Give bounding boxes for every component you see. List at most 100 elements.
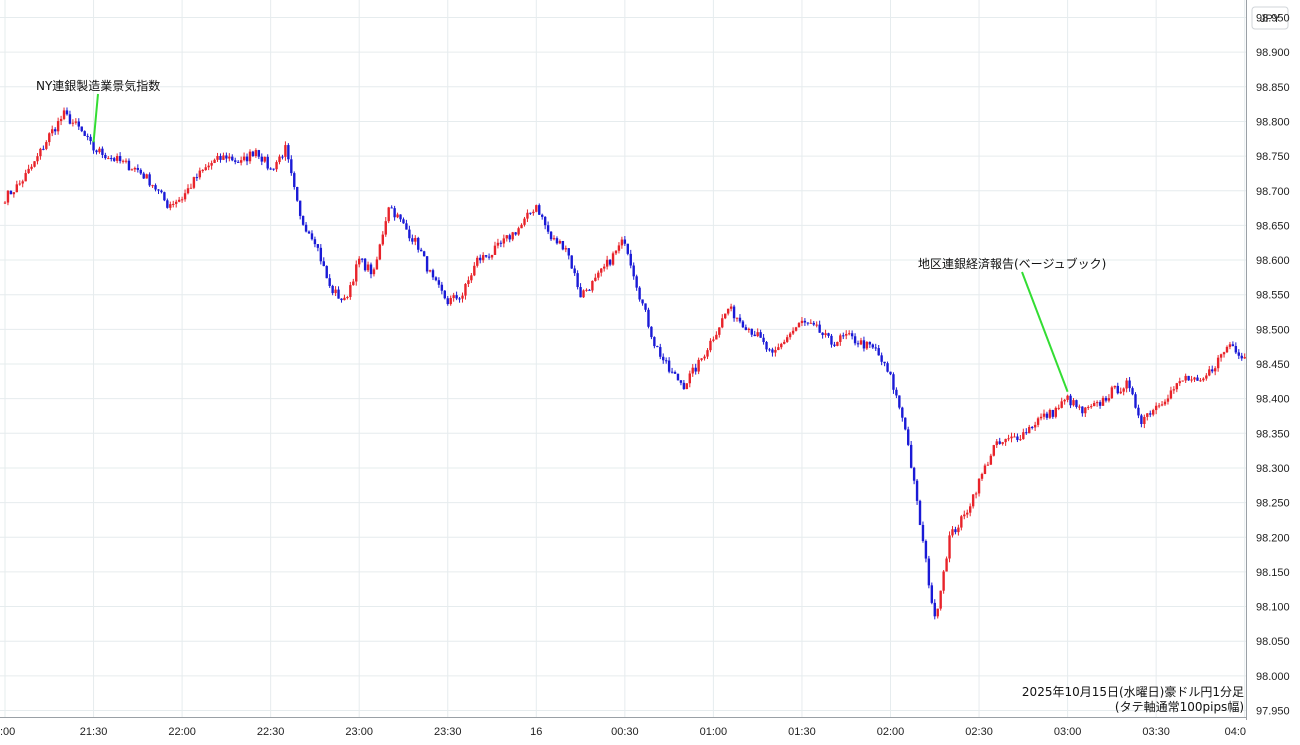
candle-up <box>1181 380 1184 382</box>
candle-up <box>968 506 972 513</box>
candle-up <box>414 237 417 242</box>
candle-down <box>316 244 320 248</box>
candle-up <box>797 323 801 328</box>
candle-up <box>186 188 190 194</box>
candle-up <box>24 173 27 182</box>
candle-down <box>868 341 872 345</box>
candle-down <box>830 335 833 345</box>
candle-down <box>538 205 541 215</box>
candle-down <box>1051 409 1055 417</box>
candle-up <box>697 359 700 372</box>
candle-down <box>499 242 503 244</box>
candle-up <box>174 201 178 204</box>
candle-up <box>1157 405 1161 407</box>
annotation-line <box>92 93 99 143</box>
candle-up <box>242 156 246 161</box>
candle-down <box>1016 436 1019 440</box>
candle-down <box>325 266 328 279</box>
candle-down <box>127 160 131 171</box>
candle-down <box>662 356 665 361</box>
candle-up <box>942 571 945 591</box>
grid <box>0 0 1246 717</box>
candle-up <box>133 167 137 170</box>
candle-up <box>1146 413 1149 417</box>
candle-up <box>375 259 379 270</box>
candle-up <box>1101 397 1105 406</box>
candle-up <box>74 121 78 123</box>
candle-up <box>1205 375 1208 379</box>
candle-up <box>780 343 783 348</box>
candle-down <box>1069 395 1072 406</box>
candle-down <box>762 337 765 343</box>
candle-up <box>865 341 869 349</box>
candle-down <box>546 225 550 232</box>
candle-up <box>33 161 36 167</box>
candle-down <box>1116 385 1119 394</box>
candle-down <box>411 238 414 242</box>
candle-up <box>1060 401 1063 408</box>
candle-up <box>974 493 978 495</box>
candle-down <box>160 190 163 193</box>
candle-up <box>381 234 385 245</box>
candle-down <box>850 333 854 337</box>
candle-down <box>1231 344 1235 347</box>
candle-down <box>231 156 234 161</box>
candle-down <box>741 321 745 328</box>
candle-up <box>493 245 497 255</box>
candle-up <box>1193 377 1196 380</box>
candle-up <box>1202 378 1205 381</box>
candle-up <box>428 270 432 272</box>
candle-up <box>1087 406 1090 408</box>
currency-badge[interactable] <box>1251 6 1289 30</box>
candle-down <box>877 348 880 356</box>
y-tick-label: 98.100 <box>1256 602 1290 614</box>
candle-up <box>467 280 470 285</box>
candle-up <box>18 183 21 185</box>
candle-down <box>635 276 638 288</box>
y-tick-label: 98.600 <box>1256 255 1290 267</box>
candle-up <box>169 204 172 208</box>
candle-up <box>602 266 606 269</box>
candle-up <box>130 169 134 171</box>
candle-up <box>617 245 621 251</box>
candle-up <box>36 156 39 162</box>
candle-down <box>307 231 311 234</box>
candle-up <box>620 239 624 246</box>
x-tick-label: 21:30 <box>80 726 108 738</box>
candle-up <box>594 277 597 281</box>
candle-down <box>930 585 934 603</box>
candle-up <box>1078 406 1081 408</box>
candle-down <box>110 158 113 160</box>
candle-up <box>839 335 842 342</box>
candle-up <box>1019 439 1022 441</box>
candle-down <box>65 110 69 115</box>
candle-down <box>656 346 659 348</box>
x-tick-label: 01:30 <box>788 726 816 738</box>
candle-down <box>1098 402 1102 406</box>
candle-down <box>673 372 677 374</box>
candle-down <box>909 444 913 468</box>
candle-down <box>296 187 299 201</box>
candle-down <box>626 243 630 254</box>
candle-up <box>1184 375 1187 381</box>
candle-down <box>1140 415 1143 425</box>
candle-up <box>201 170 204 172</box>
candle-down <box>771 349 774 353</box>
candle-up <box>1028 426 1031 434</box>
annotation-line <box>1021 271 1069 393</box>
candle-up <box>248 151 252 162</box>
candle-up <box>715 334 718 340</box>
candle-down <box>904 417 907 430</box>
candle-up <box>1107 398 1111 401</box>
candle-down <box>1030 426 1034 428</box>
candle-down <box>753 334 756 337</box>
candle-down <box>328 278 331 286</box>
candle-up <box>945 558 948 572</box>
candle-up <box>15 184 19 193</box>
candle-up <box>535 205 538 212</box>
y-tick-label: 97.950 <box>1256 706 1290 718</box>
candle-down <box>871 344 874 348</box>
candle-down <box>1131 388 1134 395</box>
